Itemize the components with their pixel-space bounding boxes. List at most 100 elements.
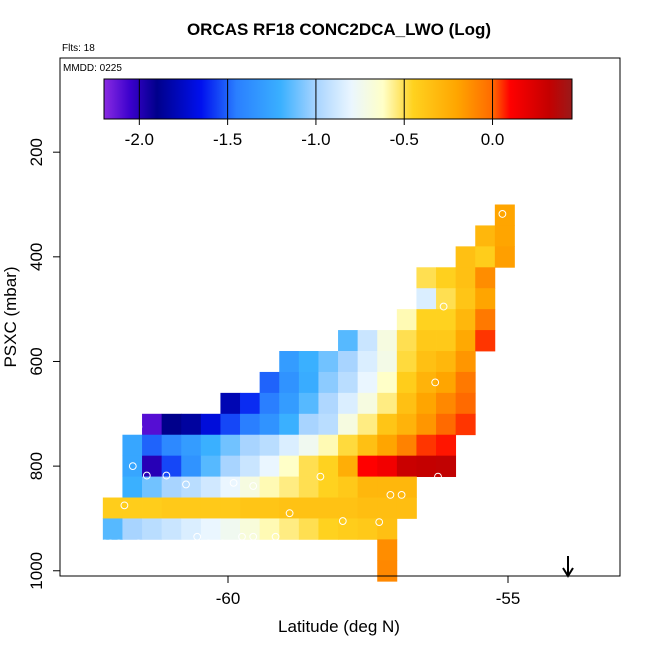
x-axis-label: Latitude (deg N) (278, 617, 400, 636)
heatmap-cell (200, 434, 221, 457)
heatmap-cell (455, 267, 476, 289)
heatmap-cell (377, 330, 398, 352)
heatmap-cell (436, 330, 457, 352)
heatmap-cell (298, 413, 319, 436)
heatmap-cell (279, 455, 300, 477)
colorbar-tick-label: -2.0 (125, 130, 154, 149)
observation-point (249, 482, 258, 490)
heatmap-cell (200, 476, 221, 498)
heatmap-cell (396, 371, 417, 394)
observation-point (182, 480, 190, 489)
heatmap-cell (357, 351, 378, 373)
heatmap-cell (436, 288, 457, 310)
observation-point (134, 422, 143, 431)
observation-point (114, 539, 123, 548)
heatmap-cell (122, 518, 143, 540)
heatmap-cell (181, 497, 202, 519)
heatmap-cell (455, 330, 476, 352)
y-tick-label: 800 (27, 452, 46, 480)
heatmap-cell (318, 434, 339, 457)
heatmap-cell (318, 518, 339, 540)
heatmap-cell (357, 413, 378, 436)
heatmap-cell (318, 413, 339, 436)
observation-point (431, 378, 440, 387)
heatmap-cell (161, 413, 182, 436)
heatmap-cell (142, 413, 163, 436)
heatmap-cell (416, 309, 437, 331)
heatmap-cell (357, 371, 378, 394)
heatmap-cell (436, 371, 457, 394)
heatmap-cell (357, 330, 378, 352)
heatmap-cell (161, 518, 182, 540)
plot-frame (59, 57, 621, 577)
heatmap-cell (318, 476, 339, 498)
heatmap-cell (396, 351, 417, 373)
heatmap-cell (220, 455, 241, 477)
observation-point (249, 532, 258, 541)
heatmap-cell (357, 476, 378, 498)
heatmap-cell (259, 518, 280, 540)
heatmap-cell (318, 455, 339, 477)
observation-point (347, 555, 356, 564)
observation-point (120, 501, 129, 510)
heatmap-cell (142, 518, 163, 540)
heatmap-cell (298, 455, 319, 477)
heatmap-cell (318, 392, 339, 415)
heatmap-cell (259, 413, 280, 436)
observation-point (386, 491, 395, 499)
heatmap-cell (200, 497, 221, 519)
heatmap-cell (396, 413, 417, 436)
heatmap-cell (220, 434, 241, 457)
observation-points (100, 210, 507, 564)
y-axis: 200 400 600 800 1000 (27, 138, 60, 590)
heatmap-cell (259, 392, 280, 415)
heatmap-cell (181, 455, 202, 477)
heatmap-cell (377, 351, 398, 373)
heatmap-cell (475, 288, 496, 310)
heatmap-cell (318, 371, 339, 394)
heatmap-cell (220, 413, 241, 436)
observation-point (498, 210, 507, 218)
heatmap-cell (142, 476, 163, 498)
heatmap-cell (338, 455, 359, 477)
heatmap-cell (279, 351, 300, 373)
heatmap-cell (475, 309, 496, 331)
heatmap-cell (259, 371, 280, 394)
heatmap-cell (122, 455, 143, 477)
heatmap-cell (259, 497, 280, 519)
heatmap-cell (122, 476, 143, 498)
heatmap-cell (436, 434, 457, 457)
heatmap-cell (416, 434, 437, 457)
heatmap-cell (318, 351, 339, 373)
heatmap-cell (475, 330, 496, 352)
heatmap-cell (161, 497, 182, 519)
heatmap-cell (259, 455, 280, 477)
heatmap-cell (475, 225, 496, 247)
heatmap-cell (436, 392, 457, 415)
colorbar: -2.0 -1.5 -1.0 -0.5 0.0 (103, 78, 573, 149)
heatmap-cell (338, 434, 359, 457)
y-tick-label: 400 (27, 243, 46, 271)
flights-label: Flts: 18 (62, 43, 95, 54)
heatmap-cell (318, 497, 339, 519)
colorbar-gradient (103, 78, 573, 120)
heatmap-cell (416, 288, 437, 310)
date-label: MMDD: 0225 (63, 63, 122, 74)
heatmap-cell (436, 455, 457, 477)
colorbar-tick-label: -1.5 (213, 130, 242, 149)
heatmap-cell (279, 413, 300, 436)
observation-point (204, 539, 213, 548)
heatmap-cell (357, 392, 378, 415)
heatmap-cell (416, 371, 437, 394)
heatmap-cell (102, 497, 123, 519)
colorbar-tick-label: -0.5 (390, 130, 419, 149)
heatmap-cell (298, 371, 319, 394)
heatmap-cell (240, 455, 261, 477)
heatmap-cell (338, 476, 359, 498)
heatmap-cell (200, 455, 221, 477)
observation-point (271, 532, 280, 541)
heatmap-cell (455, 288, 476, 310)
observation-point (397, 491, 406, 499)
heatmap-cell (161, 476, 182, 498)
heatmap-cell (279, 371, 300, 394)
